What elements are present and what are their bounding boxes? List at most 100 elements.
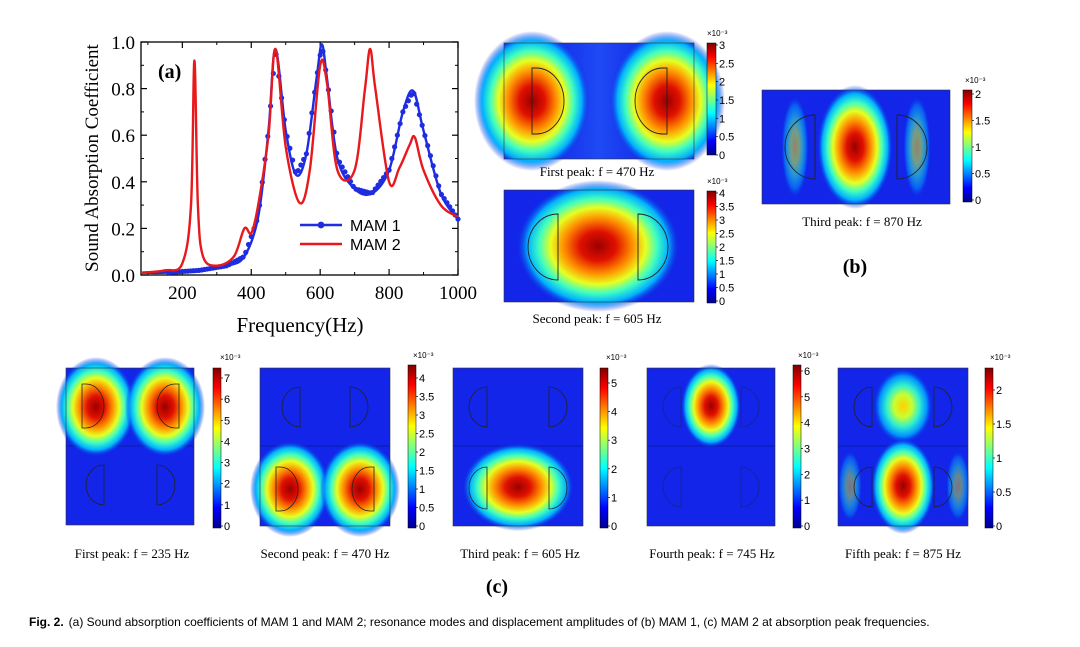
caption-b3: Third peak: f = 870 Hz: [802, 214, 922, 229]
series-marker: [438, 191, 445, 198]
colorbar-tick-label: 1: [419, 484, 425, 496]
colorbar: [599, 367, 609, 529]
figure-caption-lead: Fig. 2.: [29, 615, 64, 629]
panel-b: 32.521.510.50 ×10⁻³ First peak: f = 470 …: [474, 29, 990, 326]
series-marker: [400, 109, 406, 115]
colorbar-tick-label: 4: [804, 418, 810, 430]
colorbar-tick-label: 0: [804, 521, 810, 533]
series-marker: [375, 182, 381, 188]
colorbar-tick-label: 0: [996, 521, 1002, 533]
colorbar-tick-label: 1.5: [975, 116, 990, 128]
mass-outline: [85, 464, 105, 506]
series-marker: [317, 52, 323, 58]
colorbar-tick-label: 7: [224, 373, 230, 385]
mode-map-b2: 4 3.53 2.52 1.51 0.50 ×10⁻³ Second peak: f =…: [503, 177, 734, 326]
series-marker: [414, 101, 420, 107]
colorbar-exponent: ×10⁻³: [220, 353, 241, 362]
hotspot: [873, 368, 933, 444]
series-marker: [284, 133, 290, 140]
series-marker: [389, 155, 395, 162]
series-marker: [392, 144, 398, 150]
panel-c-label: (c): [486, 576, 508, 598]
mode-map-c4: 6 5 4 3 2 1 0 ×10⁻³ Fourth peak: f = 745 Hz: [646, 351, 819, 561]
mass-outline: [156, 383, 180, 429]
y-tick-label: 0.0: [111, 266, 135, 287]
colorbar-tick-label: 6: [224, 394, 230, 406]
series-marker: [380, 175, 387, 181]
series-marker: [320, 48, 326, 54]
colorbar-tick-label: 0.5: [719, 132, 734, 144]
hotspot: [462, 443, 574, 531]
series-marker: [369, 189, 376, 196]
colorbar-tick-label: 0: [419, 521, 425, 533]
colorbar-tick-label: 5: [224, 415, 230, 427]
colorbar-tick-label: 2: [975, 89, 981, 101]
series-marker: [427, 153, 434, 159]
legend-marker-mam1: [317, 221, 325, 229]
series-marker: [444, 200, 450, 206]
hotspot: [250, 441, 330, 537]
hotspot: [56, 357, 136, 457]
series-marker: [455, 216, 461, 222]
series-marker: [403, 103, 409, 109]
y-tick-label: 0.6: [111, 126, 135, 147]
y-axis-label: Sound Absorption Coefficient: [82, 43, 103, 271]
mode-map-c5: 2 1.5 1 0.5 0 ×10⁻³ Fifth peak: f = 875 Hz: [837, 353, 1011, 561]
colorbar-tick-label: 2: [996, 385, 1002, 397]
mass-outline: [468, 386, 488, 428]
mass-outline: [896, 114, 928, 180]
mode-map-c3: 5 4 3 2 1 0 ×10⁻³ Third peak: f = 605 Hz: [452, 353, 627, 561]
mass-outline: [351, 466, 375, 512]
colorbar-tick-label: 5: [611, 378, 617, 390]
series-marker: [372, 186, 378, 192]
caption-b1: First peak: f = 470 Hz: [540, 164, 655, 179]
colorbar: [984, 367, 994, 529]
colorbar-tick-label: 1.5: [719, 95, 734, 107]
series-marker: [422, 132, 428, 139]
series-marker: [397, 120, 403, 127]
series-marker: [447, 204, 453, 210]
series-line-mam2: [140, 47, 459, 274]
colorbar: [407, 364, 417, 529]
series-marker: [441, 195, 447, 202]
mode-map-b3: 2 1.5 1 0.5 0 ×10⁻³ Third peak: f = 870 Hz: [761, 76, 990, 229]
mass-outline: [548, 386, 568, 428]
figure-caption-text: (a) Sound absorption coefficients of MAM…: [69, 615, 930, 629]
panel-a-label: (a): [158, 61, 181, 83]
series-marker: [425, 143, 431, 149]
colorbar-exponent: ×10⁻³: [707, 29, 728, 38]
y-tick-label: 0.4: [111, 173, 135, 194]
colorbar-tick-label: 0.5: [975, 169, 990, 181]
series-marker: [245, 241, 252, 248]
mass-outline: [933, 466, 953, 508]
colorbar-tick-label: 0.5: [419, 503, 434, 515]
series-marker: [411, 90, 417, 97]
colorbar-tick-label: 2: [611, 464, 617, 476]
x-tick-label: 200: [168, 283, 197, 304]
colorbar-tick-label: 2.5: [419, 429, 434, 441]
mass-outline: [784, 114, 816, 180]
colorbar-tick-label: 1.5: [996, 419, 1011, 431]
mass-outline: [281, 386, 301, 428]
mass-outline: [634, 67, 668, 135]
colorbar: [706, 42, 717, 156]
colorbar-exponent: ×10⁻³: [606, 353, 627, 362]
colorbar: [212, 367, 222, 529]
caption-c1: First peak: f = 235 Hz: [75, 546, 190, 561]
legend: MAM 1 MAM 2: [300, 218, 401, 254]
x-tick-label: 600: [306, 283, 335, 304]
series-marker: [394, 132, 400, 138]
colorbar-tick-label: 4: [419, 373, 425, 385]
hotspot: [681, 364, 741, 448]
panel-c: 7 6 5 4 3 2 1 0 ×10⁻³ First peak: f = 235 Hz 4 3…: [56, 351, 1011, 598]
hotspot: [817, 85, 893, 209]
colorbar-tick-label: 2: [419, 447, 425, 459]
series-marker: [339, 164, 345, 170]
x-tick-label: 800: [375, 283, 404, 304]
colorbar-tick-label: 1: [719, 269, 725, 281]
colorbar-tick-label: 1: [611, 492, 617, 504]
mass-outline: [853, 386, 873, 428]
colorbar-tick-label: 3: [719, 215, 725, 227]
colorbar-tick-label: 3: [224, 458, 230, 470]
